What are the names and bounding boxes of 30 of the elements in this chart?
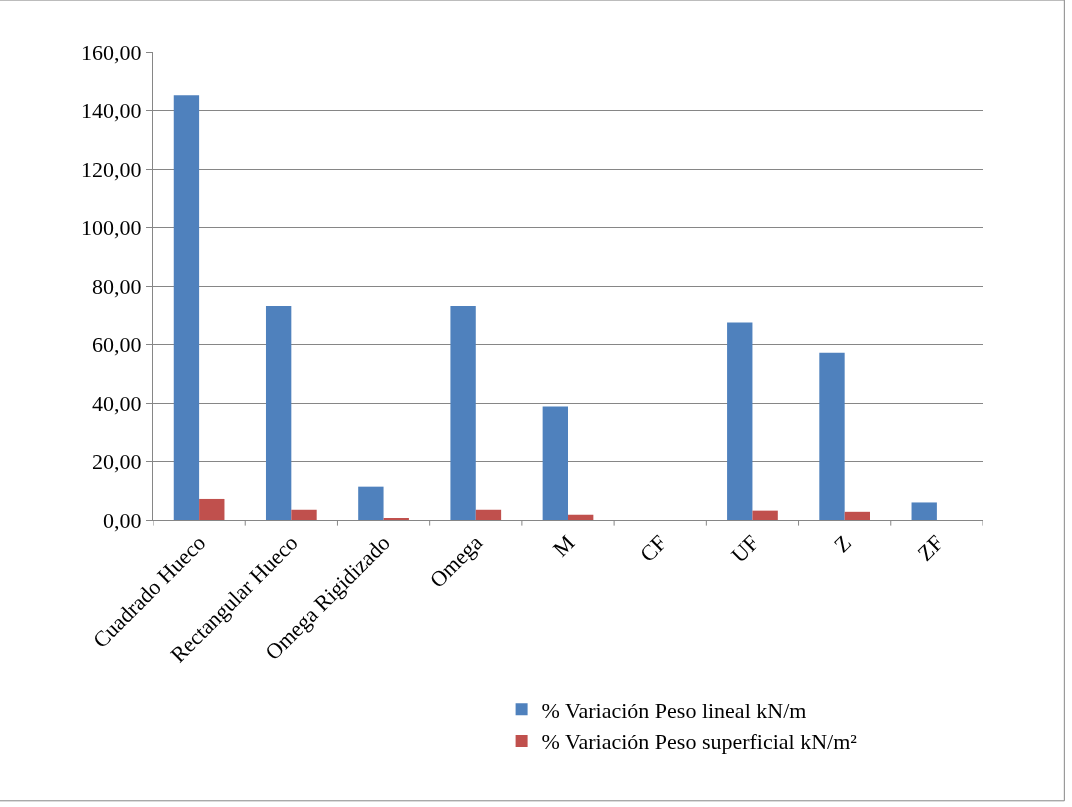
y-tick-label: 120,00 <box>81 156 142 182</box>
y-tick-label: 160,00 <box>81 39 142 65</box>
x-tick-label: Z <box>828 530 856 558</box>
bar <box>911 502 937 520</box>
bar <box>265 305 292 520</box>
bar <box>450 305 476 520</box>
legend-label: % Variación Peso superficial kN/m² <box>541 729 858 755</box>
y-tick-label: 0,00 <box>103 507 142 533</box>
bar <box>568 514 594 520</box>
bar <box>358 486 384 520</box>
bar <box>173 95 200 520</box>
y-tick-label: 80,00 <box>92 273 142 299</box>
legend-label: % Variación Peso lineal kN/m <box>541 697 807 723</box>
bar <box>727 322 753 520</box>
bar <box>752 510 778 520</box>
bar <box>199 498 225 520</box>
x-tick-label: CF <box>634 530 672 567</box>
x-tick-label: UF <box>726 530 764 568</box>
x-tick-label: M <box>547 530 580 562</box>
bar <box>844 511 871 520</box>
bar <box>291 509 317 520</box>
bar <box>475 509 502 520</box>
y-tick-label: 20,00 <box>92 449 142 475</box>
x-tick-label: ZF <box>912 530 949 566</box>
y-tick-label: 100,00 <box>81 215 142 241</box>
bar <box>819 352 845 520</box>
y-tick-label: 140,00 <box>81 98 142 124</box>
bar <box>542 406 568 520</box>
y-tick-label: 40,00 <box>92 390 142 416</box>
y-tick-label: 60,00 <box>92 332 142 358</box>
